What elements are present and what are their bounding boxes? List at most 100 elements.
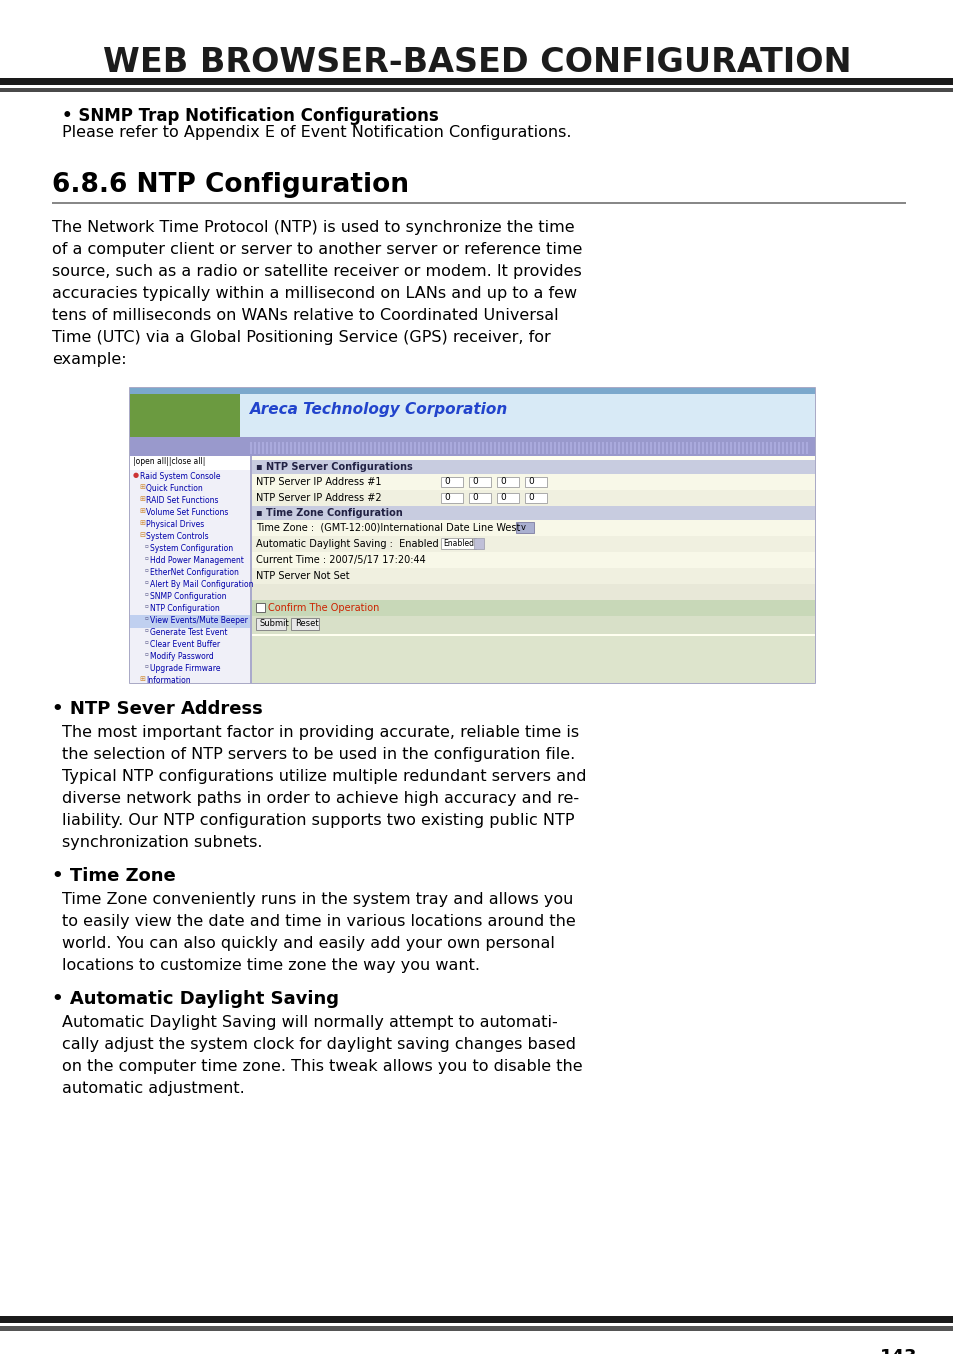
Bar bbox=[681, 441, 683, 454]
Bar bbox=[718, 441, 720, 454]
Bar bbox=[130, 389, 814, 440]
Bar bbox=[322, 441, 324, 454]
Bar bbox=[474, 538, 483, 548]
Text: 0: 0 bbox=[499, 493, 505, 502]
Bar bbox=[253, 441, 255, 454]
Bar bbox=[252, 616, 814, 634]
Text: Current Time : 2007/5/17 17:20:44: Current Time : 2007/5/17 17:20:44 bbox=[255, 555, 425, 565]
Bar bbox=[130, 389, 240, 440]
Bar bbox=[361, 441, 364, 454]
Text: • Automatic Daylight Saving: • Automatic Daylight Saving bbox=[52, 990, 338, 1007]
Text: The most important factor in providing accurate, reliable time is: The most important factor in providing a… bbox=[62, 724, 578, 741]
Text: Upgrade Firmware: Upgrade Firmware bbox=[150, 663, 220, 673]
Bar bbox=[501, 441, 503, 454]
Bar bbox=[366, 441, 368, 454]
Bar bbox=[725, 441, 727, 454]
Bar bbox=[578, 441, 579, 454]
Text: Modify Password: Modify Password bbox=[150, 653, 213, 661]
Bar bbox=[765, 441, 767, 454]
Text: of a computer client or server to another server or reference time: of a computer client or server to anothe… bbox=[52, 242, 581, 257]
Bar bbox=[417, 441, 419, 454]
Bar bbox=[437, 441, 439, 454]
Bar bbox=[497, 441, 499, 454]
Bar bbox=[701, 441, 703, 454]
Bar bbox=[541, 441, 543, 454]
Bar bbox=[601, 441, 603, 454]
Bar bbox=[778, 441, 780, 454]
Bar bbox=[357, 441, 359, 454]
Bar bbox=[252, 636, 814, 682]
Bar bbox=[554, 441, 556, 454]
Bar bbox=[605, 441, 607, 454]
Text: to easily view the date and time in various locations around the: to easily view the date and time in vari… bbox=[62, 914, 576, 929]
Bar bbox=[585, 441, 587, 454]
Bar bbox=[589, 441, 592, 454]
Bar bbox=[255, 617, 286, 630]
Bar bbox=[130, 615, 250, 628]
Text: • Time Zone: • Time Zone bbox=[52, 867, 175, 886]
Bar bbox=[693, 441, 696, 454]
Bar bbox=[291, 617, 318, 630]
Bar bbox=[497, 477, 518, 487]
Text: WEB BROWSER-BASED CONFIGURATION: WEB BROWSER-BASED CONFIGURATION bbox=[103, 46, 850, 79]
Text: automatic adjustment.: automatic adjustment. bbox=[62, 1080, 245, 1095]
Bar bbox=[421, 441, 423, 454]
Bar bbox=[277, 441, 280, 454]
Text: Quick Function: Quick Function bbox=[146, 483, 203, 493]
Bar bbox=[252, 600, 814, 616]
Text: locations to customize time zone the way you want.: locations to customize time zone the way… bbox=[62, 959, 479, 974]
Bar bbox=[721, 441, 723, 454]
Bar bbox=[250, 441, 252, 454]
Bar bbox=[477, 441, 479, 454]
Bar bbox=[517, 441, 519, 454]
Bar bbox=[326, 441, 328, 454]
Text: ▫: ▫ bbox=[145, 604, 149, 609]
Text: 0: 0 bbox=[443, 493, 449, 502]
Bar bbox=[805, 441, 807, 454]
Text: Generate Test Event: Generate Test Event bbox=[150, 628, 227, 636]
Bar bbox=[374, 441, 375, 454]
Bar bbox=[330, 441, 332, 454]
Bar bbox=[274, 441, 275, 454]
Bar bbox=[0, 1326, 953, 1331]
Bar bbox=[510, 441, 512, 454]
Bar bbox=[797, 441, 800, 454]
Bar bbox=[434, 441, 436, 454]
Bar bbox=[430, 441, 432, 454]
Text: • NTP Sever Address: • NTP Sever Address bbox=[52, 700, 262, 718]
Text: source, such as a radio or satellite receiver or modem. It provides: source, such as a radio or satellite rec… bbox=[52, 264, 581, 279]
Bar bbox=[505, 441, 507, 454]
Bar bbox=[749, 441, 751, 454]
Bar bbox=[524, 477, 546, 487]
Bar bbox=[545, 441, 547, 454]
Bar bbox=[678, 441, 679, 454]
Bar bbox=[440, 477, 462, 487]
Bar bbox=[252, 584, 814, 600]
Text: System Configuration: System Configuration bbox=[150, 544, 233, 552]
Text: EtherNet Configuration: EtherNet Configuration bbox=[150, 567, 238, 577]
Bar bbox=[698, 441, 700, 454]
Bar bbox=[252, 520, 814, 536]
Bar bbox=[673, 441, 676, 454]
Bar bbox=[252, 552, 814, 567]
Bar bbox=[654, 441, 656, 454]
Text: Reset: Reset bbox=[294, 619, 318, 628]
Bar bbox=[789, 441, 791, 454]
Bar bbox=[310, 441, 312, 454]
Bar bbox=[521, 441, 523, 454]
Bar bbox=[290, 441, 292, 454]
Bar bbox=[0, 1316, 953, 1323]
Text: ▫: ▫ bbox=[145, 580, 149, 585]
Text: example:: example: bbox=[52, 352, 127, 367]
Bar bbox=[514, 441, 516, 454]
Bar bbox=[470, 441, 472, 454]
Bar bbox=[257, 441, 260, 454]
Bar bbox=[609, 441, 612, 454]
Bar bbox=[534, 441, 536, 454]
Text: Enabled: Enabled bbox=[442, 539, 474, 548]
Bar bbox=[713, 441, 716, 454]
Bar bbox=[581, 441, 583, 454]
Bar bbox=[410, 441, 412, 454]
Bar bbox=[641, 441, 643, 454]
Bar bbox=[252, 490, 814, 506]
